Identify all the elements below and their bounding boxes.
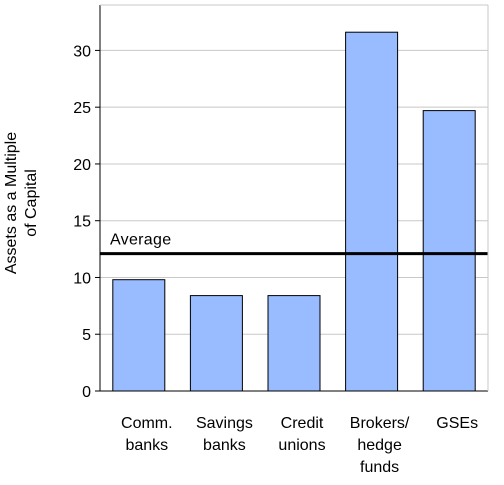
x-tick-labels: Comm. banks Savings banks Credit unions Broker…	[121, 415, 478, 476]
x-tick-label: banks	[203, 437, 246, 454]
bars	[112, 31, 476, 392]
average-label: Average	[110, 232, 171, 249]
y-tick-label: 30	[73, 43, 91, 60]
y-tick-labels: 0 5 10 15 20 25 30	[73, 43, 91, 401]
axes	[95, 4, 489, 392]
bar	[345, 31, 399, 392]
y-tick-label: 5	[82, 327, 91, 344]
x-tick-label: funds	[360, 459, 399, 476]
bar	[112, 279, 166, 392]
bar	[267, 295, 321, 392]
y-tick-label: 0	[82, 384, 91, 401]
y-tick-label: 15	[73, 214, 91, 231]
x-tick-label: Savings	[196, 415, 253, 432]
x-tick-label: GSEs	[436, 415, 478, 432]
x-tick-label: unions	[278, 437, 325, 454]
x-tick-label: Comm.	[121, 415, 173, 432]
x-tick-label: Credit	[281, 415, 324, 432]
y-tick-label: 25	[73, 100, 91, 117]
y-tick-label: 20	[73, 157, 91, 174]
x-tick-label: banks	[125, 437, 168, 454]
reference-line-group: Average	[100, 232, 488, 256]
bar	[422, 110, 476, 392]
x-tick-label: hedge	[357, 437, 402, 454]
y-axis-label-line: Assets as a Multiple	[3, 132, 20, 274]
y-axis-label: Assets as a Multiple of Capital	[3, 132, 40, 274]
bar	[189, 295, 243, 392]
y-axis-label-line: of Capital	[23, 169, 40, 237]
y-tick-label: 10	[73, 270, 91, 287]
x-tick-label: Brokers/	[350, 415, 410, 432]
